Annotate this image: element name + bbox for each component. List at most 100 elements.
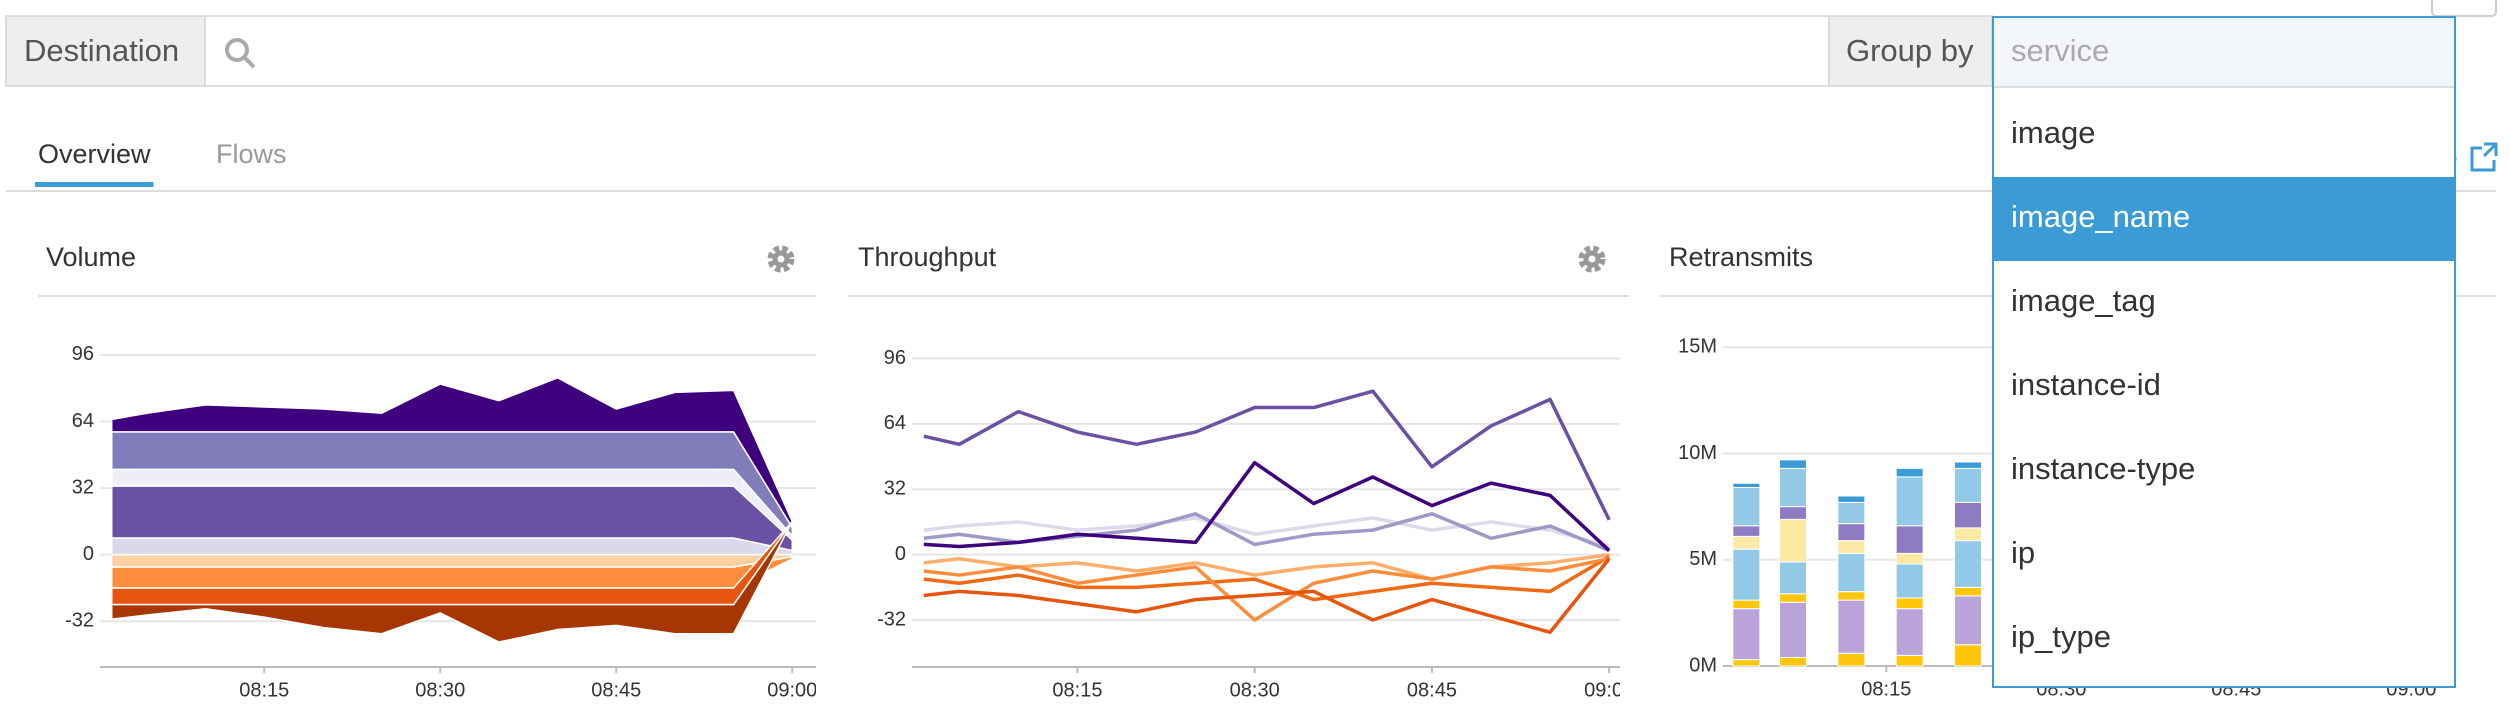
x-tick-label: 09:00 [767, 679, 817, 701]
y-tick-label: 0 [83, 543, 94, 565]
area [110, 537, 794, 556]
tab[interactable]: Flows [216, 139, 287, 169]
gear-icon[interactable] [767, 245, 795, 273]
bar-segment [1732, 599, 1761, 610]
y-tick-label: 96 [72, 343, 94, 365]
bar-segment [1954, 586, 1982, 597]
line [923, 460, 1611, 552]
bar-segment [1732, 535, 1761, 550]
bar-segment [1732, 487, 1761, 527]
bar-segment [1779, 561, 1807, 595]
bar-segment [1779, 657, 1807, 667]
panel-title: Volume [46, 242, 136, 272]
toolbar-button[interactable] [2431, 0, 2497, 17]
area [110, 553, 794, 568]
chart: -32 0 32 64 96 08:15 08:30 08:45 09:00 [65, 343, 817, 701]
area [110, 377, 794, 531]
y-tick-label: 32 [884, 478, 906, 500]
bar-segment [1954, 540, 1982, 588]
x-tick-label: 08:45 [1407, 679, 1457, 701]
line [923, 555, 1611, 602]
bar-segment [1732, 608, 1761, 661]
bar-segment [1954, 467, 1982, 503]
line [923, 557, 1610, 622]
dropdown-option[interactable]: image [2011, 115, 2095, 150]
dropdown-option[interactable]: ip_type [2011, 619, 2111, 654]
dropdown-placeholder: service [2011, 33, 2109, 68]
x-tick-label: 09:00 [1584, 679, 1634, 701]
bar-segment [1732, 482, 1761, 488]
bar-segment [1779, 593, 1807, 603]
bar-segment [1895, 476, 1924, 527]
y-tick-label: 10M [1678, 442, 1717, 464]
y-tick-label: 0 [895, 543, 906, 565]
bar-segment [1837, 552, 1866, 593]
bar-segment [1895, 563, 1924, 599]
y-tick-label: 96 [884, 347, 906, 369]
destination-label-box [5, 15, 206, 87]
search-icon [225, 38, 256, 69]
y-tick-label: 5M [1689, 548, 1717, 570]
y-tick-label: -32 [877, 608, 906, 630]
area [110, 520, 793, 643]
bar-segment [1954, 595, 1982, 646]
dropdown-option[interactable]: image_name [2011, 199, 2190, 234]
bar-segment [1895, 608, 1924, 656]
dropdown-option[interactable]: image_tag [2011, 283, 2156, 318]
external-link-icon[interactable] [2470, 142, 2498, 172]
bar-segment [1837, 501, 1866, 525]
tabs: Overview Flows [35, 139, 287, 187]
x-tick-label: 08:30 [415, 679, 465, 701]
bar-segment [1779, 506, 1807, 520]
y-tick-label: 0M [1689, 654, 1717, 676]
line [923, 389, 1611, 521]
line [923, 557, 1611, 635]
bar-segment [1837, 591, 1866, 601]
x-tick-label: 08:30 [1230, 679, 1280, 701]
option-highlight [1994, 177, 2454, 261]
y-tick-label: 64 [884, 412, 906, 434]
dropdown-panel [1992, 16, 2456, 688]
panel-title: Throughput [858, 242, 997, 272]
bar-segment [1837, 495, 1866, 503]
dropdown-option[interactable]: instance-id [2011, 367, 2161, 402]
x-tick-label: 08:15 [1861, 678, 1911, 700]
y-tick-label: 32 [72, 476, 94, 498]
bar-segment [1895, 654, 1924, 667]
bar-segment [1837, 599, 1866, 654]
y-tick-label: 64 [72, 410, 94, 432]
gear-icon[interactable] [1578, 245, 1606, 273]
bar-segment [1837, 523, 1866, 542]
line [923, 516, 1610, 549]
dropdown-input[interactable] [1994, 18, 2454, 86]
bar-segment [1954, 644, 1982, 667]
x-tick-label: 08:15 [1052, 679, 1102, 701]
bar-segment [1954, 461, 1982, 469]
bar-segment [1954, 501, 1982, 529]
bar-segment [1779, 518, 1807, 563]
bar-segment [1779, 467, 1807, 508]
bar-segment [1732, 525, 1761, 537]
search-input[interactable] [204, 15, 1830, 87]
destination-label: Destination [24, 33, 179, 68]
panel-title: Retransmits [1669, 242, 1813, 272]
bar-segment [1732, 659, 1761, 667]
dropdown: service image image_name image_tag instance… [1992, 16, 2456, 688]
tab[interactable]: Overview [38, 139, 151, 169]
bar-segment [1895, 467, 1924, 478]
chart: -32 0 32 64 96 08:15 08:30 08:45 09:00 [877, 347, 1634, 701]
bar-segment [1895, 597, 1924, 610]
dropdown-option[interactable]: ip [2011, 535, 2035, 570]
y-tick-label: 15M [1678, 336, 1717, 358]
x-tick-label: 08:15 [239, 679, 289, 701]
tab-underline [35, 182, 154, 187]
bar-segment [1779, 601, 1807, 658]
bar-segment [1837, 540, 1866, 554]
bar-segment [1779, 459, 1807, 469]
y-tick-label: -32 [65, 610, 94, 632]
bar-segment [1954, 527, 1982, 542]
bar-segment [1895, 525, 1924, 554]
dropdown-option[interactable]: instance-type [2011, 451, 2195, 486]
